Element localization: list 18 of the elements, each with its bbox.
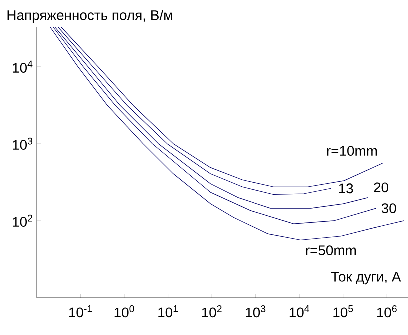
y-tick-label: 10$^{2}$ <box>13 214 32 228</box>
y-tick-label: 10$^{4}$ <box>13 60 33 73</box>
y-tick-label: 10$^{3}$ <box>13 138 33 150</box>
y-axis-title: Напряженность поля, В/м <box>8 10 172 24</box>
x-tick-label: 10$^{-1}$ <box>69 306 92 318</box>
series-label: r=50mm <box>306 246 356 256</box>
series-label: r=10mm <box>327 146 378 156</box>
x-tick-label: 10$^{1}$ <box>158 306 178 318</box>
x-tick-label: 10$^{5}$ <box>334 306 354 318</box>
x-tick-label: 10$^{6}$ <box>377 306 397 318</box>
x-tick-label: 10$^{4}$ <box>290 306 310 318</box>
series-label: 20 <box>374 182 388 193</box>
x-axis-title: Ток дуги, А <box>331 272 402 285</box>
series-label: 13 <box>339 184 354 194</box>
x-tick-label: 10$^{3}$ <box>246 306 266 318</box>
x-tick-label: 10$^{2}$ <box>202 306 222 318</box>
series-label: 30 <box>382 204 396 214</box>
x-tick-label: 10$^{0}$ <box>114 306 134 318</box>
